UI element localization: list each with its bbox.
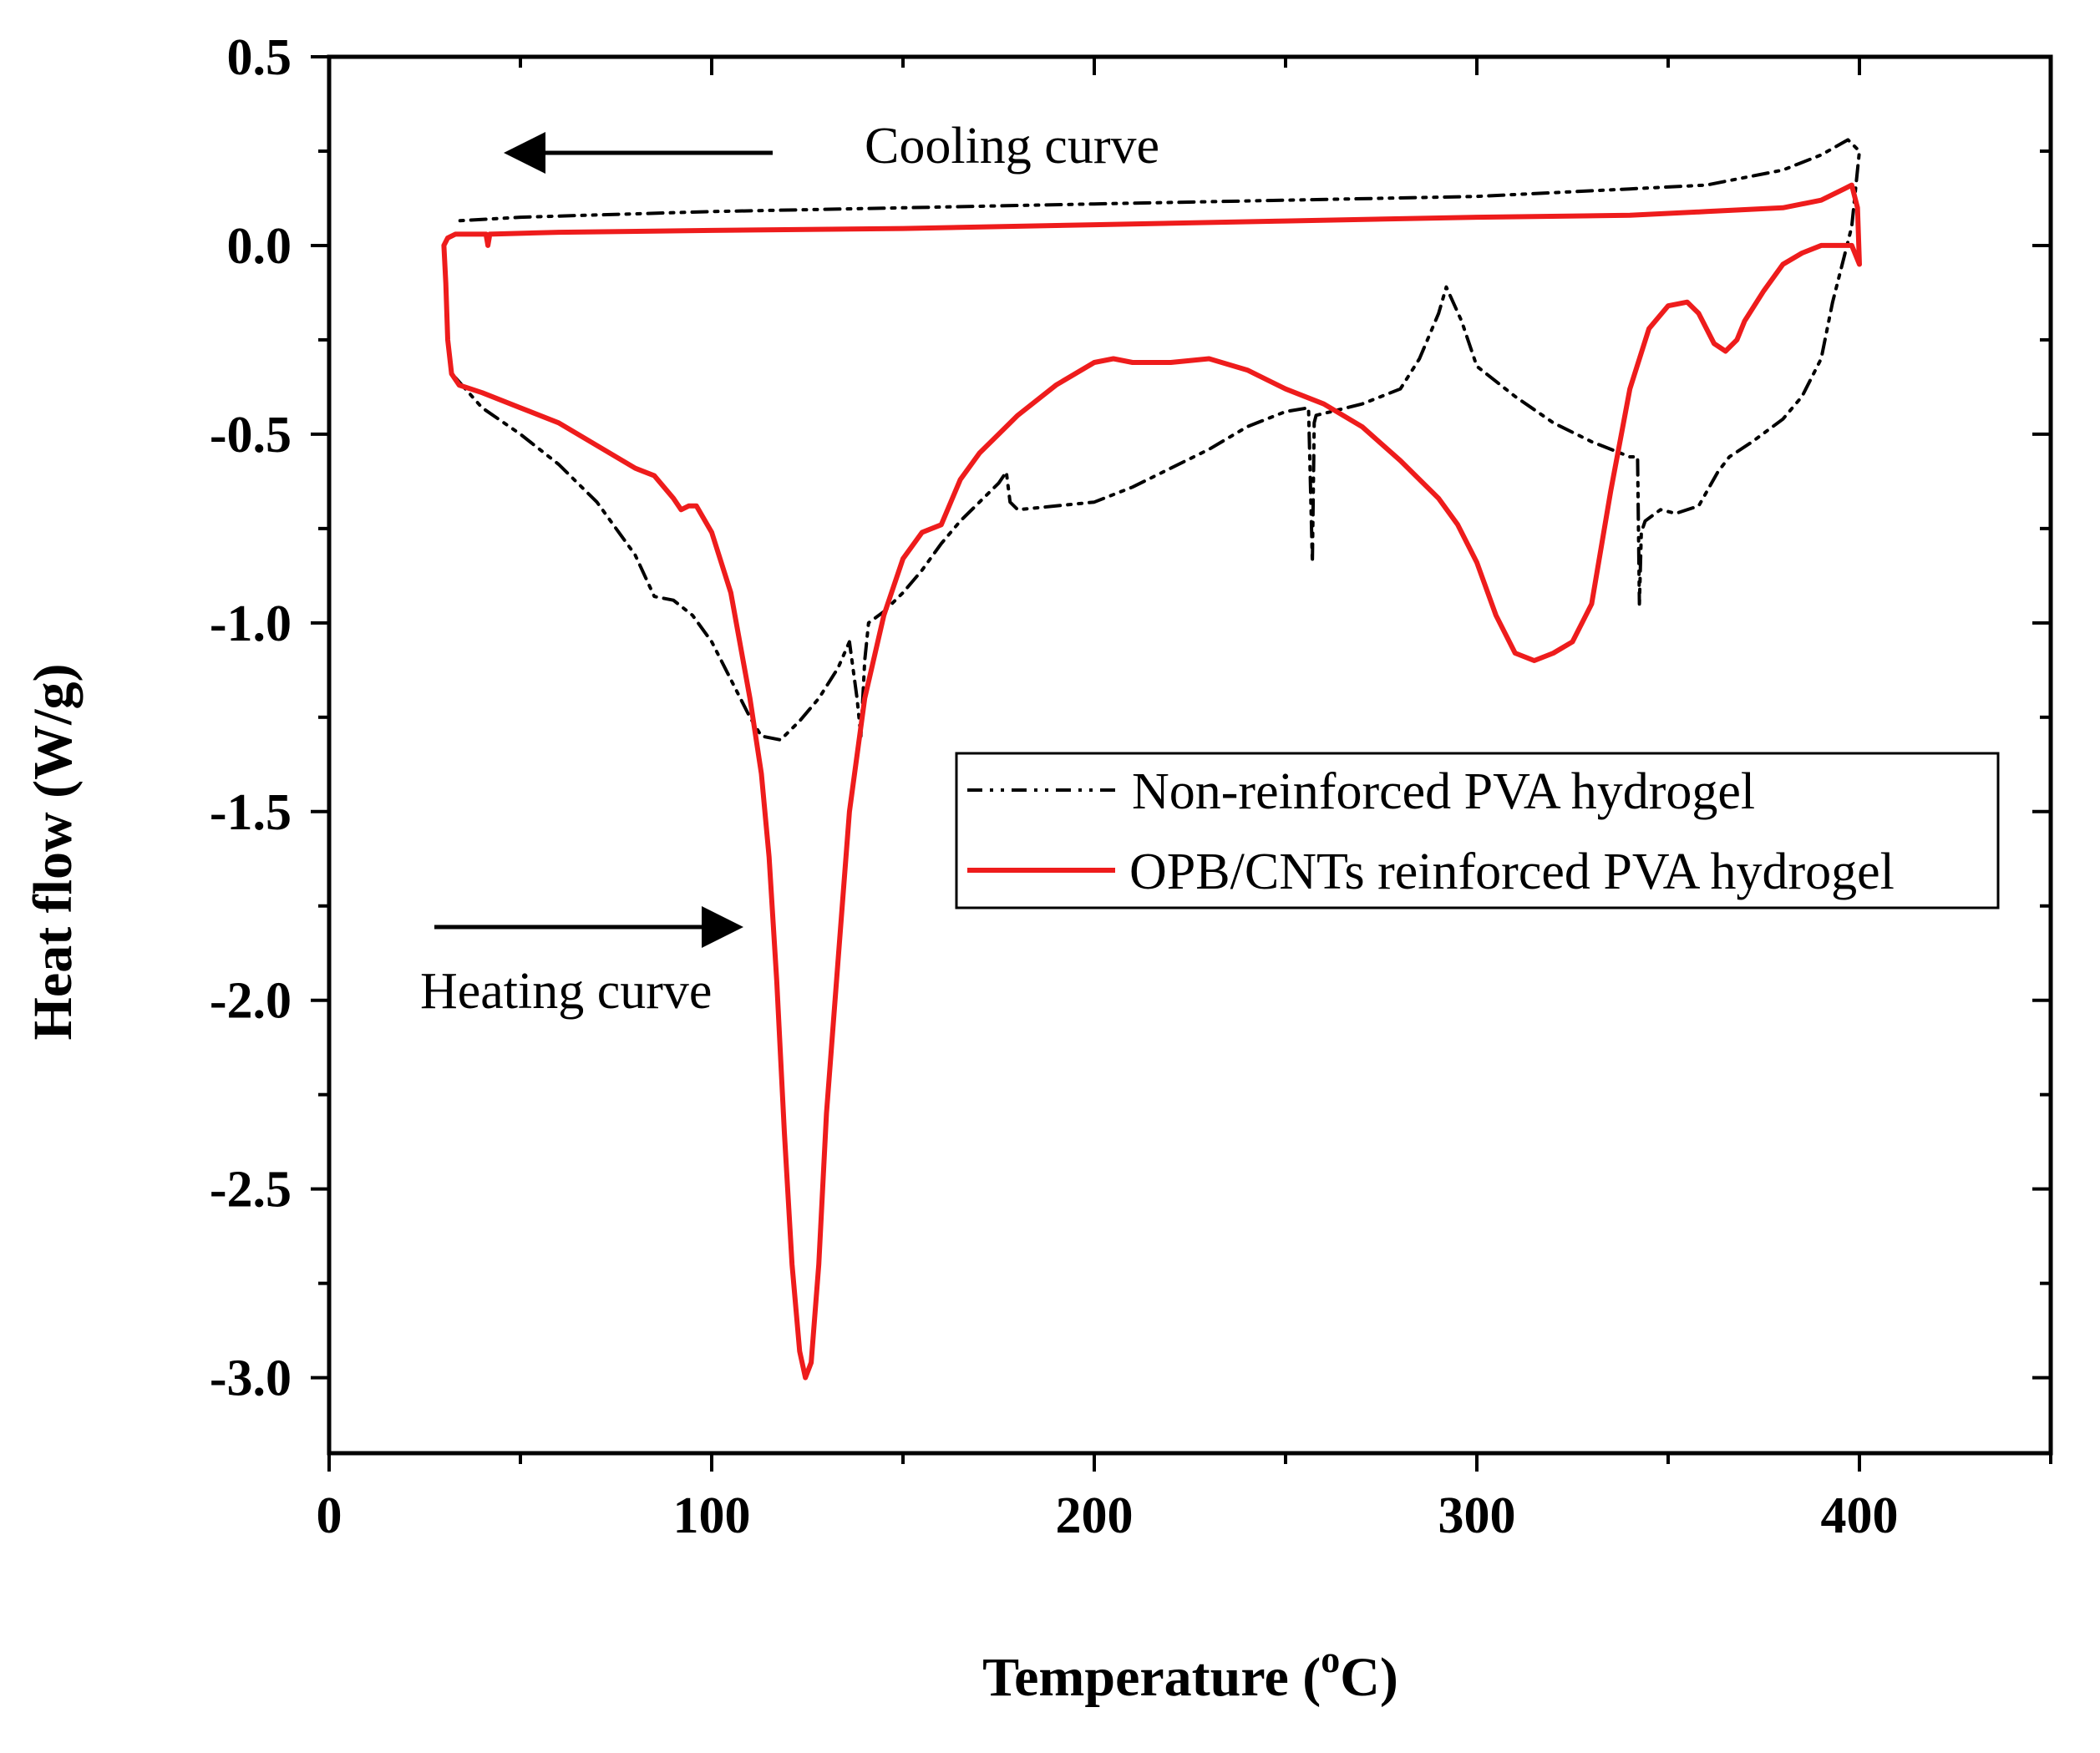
y-tick-label: -0.5	[210, 407, 292, 464]
x-tick-label: 200	[1056, 1487, 1134, 1544]
x-axis-title-close-paren: )	[1380, 1647, 1398, 1708]
y-tick-label: -2.5	[210, 1162, 292, 1218]
legend-label-opb-cnts: OPB/CNTs reinforced PVA hydrogel	[1129, 844, 1895, 900]
legend-box	[955, 752, 2000, 909]
series-line-opb-cnts	[441, 182, 1862, 1381]
x-axis-title: Temperature (oC)	[982, 1638, 1398, 1708]
legend-label-non-reinforced: Non-reinforced PVA hydrogel	[1132, 763, 1755, 820]
y-tick-label: -1.0	[210, 595, 292, 652]
x-axis-title-unit-sup: o	[1321, 1638, 1340, 1680]
heating-curve-label: Heating curve	[420, 963, 712, 1020]
y-tick-label: 0.0	[227, 218, 292, 275]
legend: Non-reinforced PVA hydrogel OPB/CNTs rei…	[955, 752, 2000, 909]
x-axis-title-open-paren: (	[1289, 1647, 1321, 1708]
tick-layer: 0 100 200 300 400 0.5 0.0 -0.5 -1.0 -1.5 -2.0 -2.5 -…	[210, 29, 2052, 1544]
y-tick-label: -1.5	[210, 784, 292, 841]
x-tick-label: 400	[1821, 1487, 1899, 1544]
series-layer	[441, 138, 1862, 1381]
y-tick-label: -2.0	[210, 973, 292, 1030]
y-axis-title: Heat flow (W/g)	[23, 664, 84, 1041]
cooling-curve-label: Cooling curve	[865, 118, 1159, 175]
axis-layer	[327, 54, 2053, 1456]
x-tick-label: 300	[1438, 1487, 1516, 1544]
y-tick-label: 0.5	[227, 29, 292, 86]
x-tick-label: 100	[673, 1487, 751, 1544]
x-tick-label: 0	[317, 1487, 342, 1544]
x-axis-title-unit: C	[1340, 1647, 1380, 1708]
series-line-non-reinforced	[454, 138, 1861, 742]
x-axis-title-main: Temperature	[982, 1647, 1289, 1708]
y-tick-label: -3.0	[210, 1350, 292, 1407]
plot-frame	[327, 54, 2053, 1456]
